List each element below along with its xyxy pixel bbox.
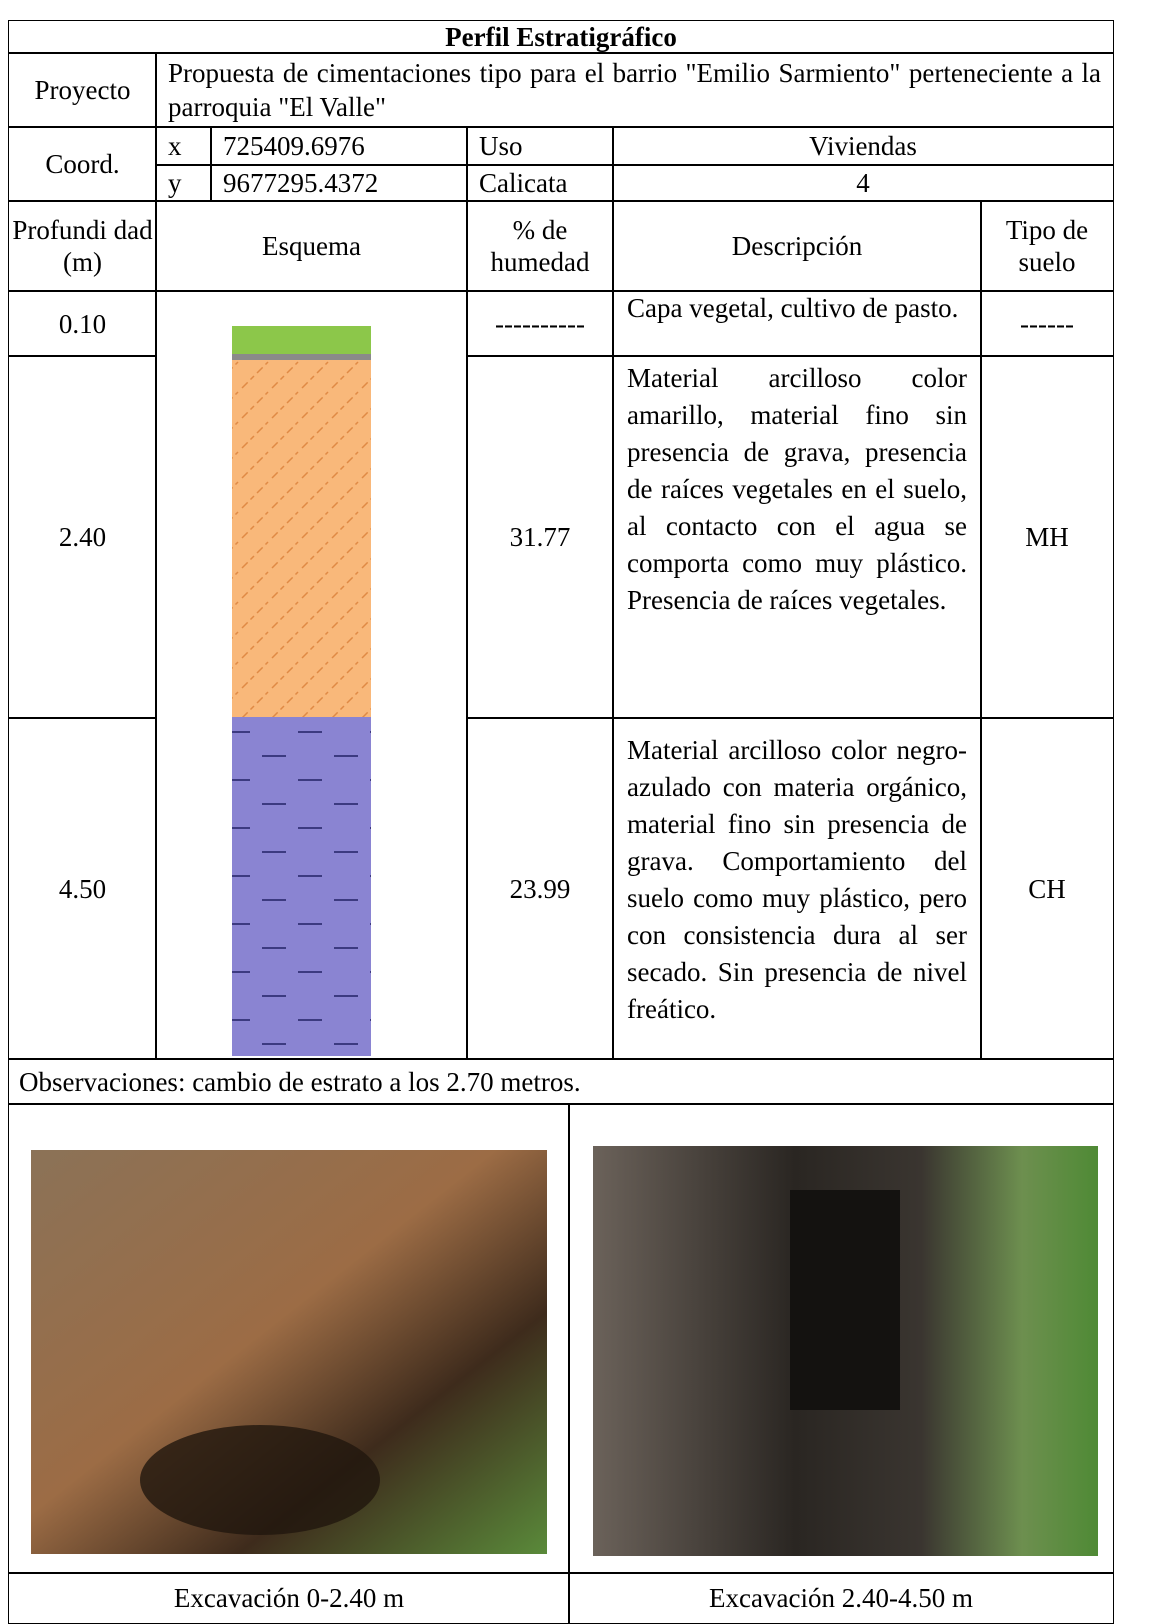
stratum-vegetal: [232, 326, 371, 354]
photo-cell: [8, 1103, 570, 1574]
project-cell: Propuesta de cimentaciones tipo para el …: [155, 52, 1114, 128]
pit-label: Calicata: [466, 164, 614, 202]
project-value: Propuesta de cimentaciones tipo para el …: [168, 58, 1101, 122]
photo-2-trench: [790, 1190, 900, 1410]
header-soil: Tipo de suelo: [980, 200, 1114, 292]
description-cell: Material arcilloso color negro-azulado c…: [612, 717, 982, 1060]
description: Material arcilloso color negro-azulado c…: [627, 735, 967, 1024]
description: Capa vegetal, cultivo de pasto.: [627, 293, 959, 323]
project-label: Proyecto: [8, 52, 157, 128]
humidity: 23.99: [466, 717, 614, 1060]
soil-type: MH: [980, 355, 1114, 719]
photo-1-hole: [140, 1425, 380, 1535]
photo-caption: Excavación 0-2.40 m: [8, 1572, 570, 1624]
header-depth: Profundi dad (m): [8, 200, 157, 292]
humidity: 31.77: [466, 355, 614, 719]
y-value: 9677295.4372: [210, 164, 468, 202]
description-cell: Capa vegetal, cultivo de pasto.: [612, 290, 982, 357]
stratum-mh: [232, 360, 371, 717]
use-label: Uso: [466, 126, 614, 166]
stratum-ch: [232, 717, 371, 1056]
header-description: Descripción: [612, 200, 982, 292]
soil-type: CH: [980, 717, 1114, 1060]
pit-value: 4: [612, 164, 1114, 202]
description: Material arcilloso color amarillo, mater…: [627, 363, 967, 615]
photo-caption: Excavación 2.40-4.50 m: [568, 1572, 1114, 1624]
x-label: x: [155, 126, 212, 166]
photo-cell: [568, 1103, 1114, 1574]
y-label: y: [155, 164, 212, 202]
observations: Observaciones: cambio de estrato a los 2…: [8, 1058, 1114, 1105]
header-humidity: % de humedad: [466, 200, 614, 292]
soil-type: ------: [980, 290, 1114, 357]
table-title: Perfil Estratigráfico: [445, 22, 677, 52]
use-value: Viviendas: [612, 126, 1114, 166]
depth: 2.40: [8, 355, 157, 719]
humidity: ----------: [466, 290, 614, 357]
depth: 4.50: [8, 717, 157, 1060]
x-value: 725409.6976: [210, 126, 468, 166]
depth: 0.10: [8, 290, 157, 357]
title-cell: Perfil Estratigráfico: [8, 20, 1114, 54]
scheme-cell: [155, 290, 468, 1060]
header-scheme: Esquema: [155, 200, 468, 292]
description-cell: Material arcilloso color amarillo, mater…: [612, 355, 982, 719]
stratum-boundary: [232, 354, 371, 360]
